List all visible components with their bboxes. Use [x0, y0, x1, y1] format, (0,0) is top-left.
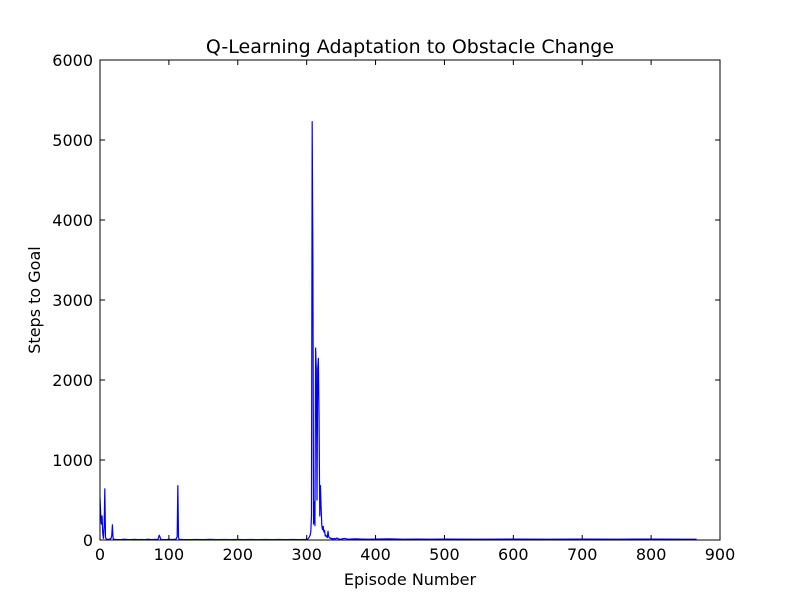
y-tick-label: 1000: [52, 451, 93, 470]
x-tick-label: 200: [223, 545, 254, 564]
x-tick-label: 300: [291, 545, 322, 564]
x-tick-label: 700: [567, 545, 598, 564]
axis-ticks: 0 100 200 300 400 500 600 700 800 900 0 1000 2000 300…: [52, 51, 735, 564]
x-tick-label: 800: [636, 545, 667, 564]
x-tick-label: 600: [498, 545, 529, 564]
x-tick-label: 900: [705, 545, 736, 564]
y-tick-label: 5000: [52, 131, 93, 150]
y-axis-label: Steps to Goal: [25, 246, 44, 353]
y-tick-label: 3000: [52, 291, 93, 310]
y-tick-label: 2000: [52, 371, 93, 390]
x-axis-label: Episode Number: [344, 570, 477, 589]
x-tick-label: 100: [154, 545, 185, 564]
chart-title: Q-Learning Adaptation to Obstacle Change: [206, 36, 614, 58]
axes-frame: [99, 59, 721, 541]
x-tick-label: 500: [429, 545, 460, 564]
y-tick-label: 4000: [52, 211, 93, 230]
x-tick-label: 0: [95, 545, 105, 564]
x-tick-label: 400: [360, 545, 391, 564]
y-tick-label: 0: [83, 531, 93, 550]
y-tick-label: 6000: [52, 51, 93, 70]
